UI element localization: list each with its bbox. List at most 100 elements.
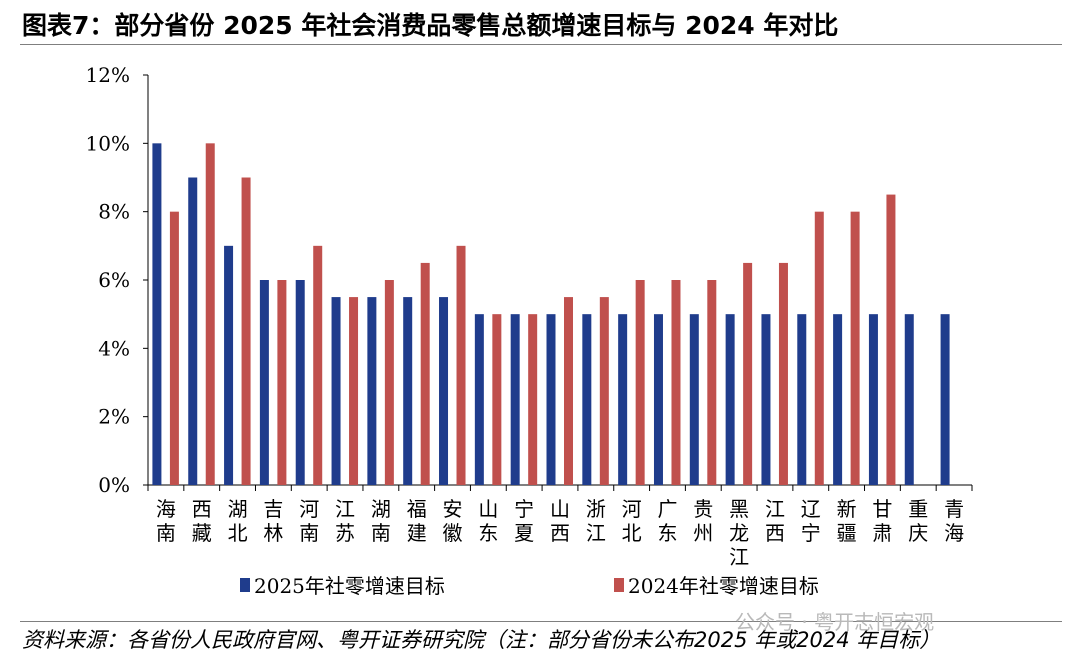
bar-2024-安徽 [456, 245, 466, 485]
x-category-label: 山 [550, 497, 570, 521]
x-category-label: 江 [335, 497, 355, 521]
bar-2025-甘肃 [868, 314, 878, 485]
x-category-label: 新 [837, 497, 857, 521]
bar-2024-福建 [420, 262, 430, 485]
x-category-label: 江 [729, 545, 749, 569]
x-category-label: 东 [657, 521, 677, 545]
y-tick-label: 6% [98, 268, 130, 292]
bar-2024-山东 [492, 314, 502, 485]
y-tick-label: 12% [86, 63, 130, 87]
bar-2024-吉林 [277, 280, 287, 485]
x-category-label: 贵 [693, 497, 713, 521]
x-category-label: 宁 [801, 521, 821, 545]
bar-2025-浙江 [582, 314, 592, 485]
y-tick-labels: 0% 2% 4% 6% 8% 10% 12% [86, 63, 130, 497]
bar-2024-江苏 [349, 297, 359, 485]
bar-2024-山西 [564, 297, 573, 485]
legend-label: 2024年社零增速目标 [628, 574, 819, 598]
bar-2025-贵州 [689, 314, 699, 485]
x-category-label: 疆 [837, 521, 857, 545]
bar-2024-浙江 [599, 297, 609, 485]
bar-2025-广东 [653, 314, 663, 485]
x-category-label: 南 [371, 521, 391, 545]
bar-2024-河南 [313, 245, 323, 485]
legend-swatch [614, 578, 624, 592]
x-category-label: 重 [908, 497, 928, 521]
x-category-label: 广 [657, 497, 677, 521]
bar-2025-江苏 [331, 297, 341, 485]
x-category-labels: 海南西藏湖北吉林河南江苏湖南福建安徽山东宁夏山西浙江河北广东贵州黑龙江江西辽宁新… [156, 497, 964, 569]
y-tick-label: 0% [98, 473, 130, 497]
x-category-label: 江 [586, 521, 606, 545]
chart-bars [152, 143, 950, 486]
chart-legend: 2025年社零增速目标 2024年社零增速目标 [240, 574, 819, 598]
x-category-label: 青 [944, 497, 964, 521]
x-category-label: 黑 [729, 497, 749, 521]
bar-2024-宁夏 [528, 314, 538, 485]
bar-2024-江西 [778, 262, 788, 485]
x-category-label: 辽 [801, 497, 821, 521]
x-category-label: 山 [478, 497, 498, 521]
bar-2025-山东 [474, 314, 484, 485]
x-category-label: 夏 [514, 521, 534, 545]
bar-2025-河南 [295, 280, 305, 485]
legend-label: 2025年社零增速目标 [254, 574, 445, 598]
bar-2024-广东 [671, 280, 681, 485]
bar-2025-新疆 [833, 314, 843, 485]
x-category-label: 河 [299, 497, 319, 521]
x-category-label: 林 [263, 521, 283, 545]
bar-2025-西藏 [188, 177, 198, 485]
x-category-label: 南 [299, 521, 319, 545]
x-category-label: 福 [407, 497, 427, 521]
x-category-label: 浙 [586, 497, 606, 521]
x-category-label: 西 [765, 521, 785, 545]
x-category-label: 安 [443, 497, 463, 521]
x-category-label: 湖 [371, 497, 391, 521]
x-category-label: 州 [693, 521, 713, 545]
x-category-label: 东 [478, 521, 498, 545]
bar-2025-河北 [618, 314, 628, 485]
bar-2024-黑龙江 [743, 262, 753, 485]
x-category-label: 北 [228, 521, 248, 545]
bar-2025-青海 [940, 314, 950, 485]
bar-2025-福建 [403, 297, 413, 485]
x-category-label: 江 [765, 497, 785, 521]
source-divider [20, 621, 1062, 622]
title-divider [20, 44, 1062, 45]
x-category-label: 庆 [908, 521, 928, 545]
bar-2025-宁夏 [510, 314, 520, 485]
x-category-label: 甘 [872, 497, 892, 521]
bar-2024-湖北 [241, 177, 251, 485]
bar-2025-湖南 [367, 297, 377, 485]
bar-2024-河北 [635, 280, 645, 485]
x-category-label: 肃 [872, 521, 892, 545]
x-category-label: 海 [944, 521, 964, 545]
x-category-label: 宁 [514, 497, 534, 521]
y-tick-label: 2% [98, 405, 130, 429]
bar-2025-安徽 [439, 297, 449, 485]
bar-2024-辽宁 [814, 211, 824, 485]
y-tick-label: 10% [86, 131, 130, 155]
bar-2025-江西 [761, 314, 771, 485]
x-category-label: 北 [622, 521, 642, 545]
bar-2024-湖南 [384, 280, 394, 485]
x-category-label: 建 [407, 521, 427, 545]
bar-2024-甘肃 [886, 194, 896, 486]
bar-2024-贵州 [707, 280, 717, 485]
bar-2025-重庆 [904, 314, 914, 485]
bar-2025-湖北 [224, 245, 234, 485]
bar-2025-辽宁 [797, 314, 807, 485]
x-category-label: 吉 [263, 497, 283, 521]
x-category-label: 西 [192, 497, 212, 521]
x-category-label: 海 [156, 497, 176, 521]
y-tick-label: 8% [98, 200, 130, 224]
bar-2024-海南 [169, 211, 179, 485]
bar-2025-黑龙江 [725, 314, 735, 485]
bar-2025-山西 [546, 314, 556, 485]
watermark: 公众号 · 粤开志恒宏观 [735, 610, 935, 634]
bar-chart: 0%2%4%6%8%10%12% 海南西藏湖北吉林河南江苏湖南福建安徽山东宁夏山… [86, 63, 973, 598]
x-category-label: 苏 [335, 521, 355, 545]
bar-2025-吉林 [259, 280, 269, 485]
x-category-label: 湖 [228, 497, 248, 521]
x-category-label: 河 [622, 497, 642, 521]
